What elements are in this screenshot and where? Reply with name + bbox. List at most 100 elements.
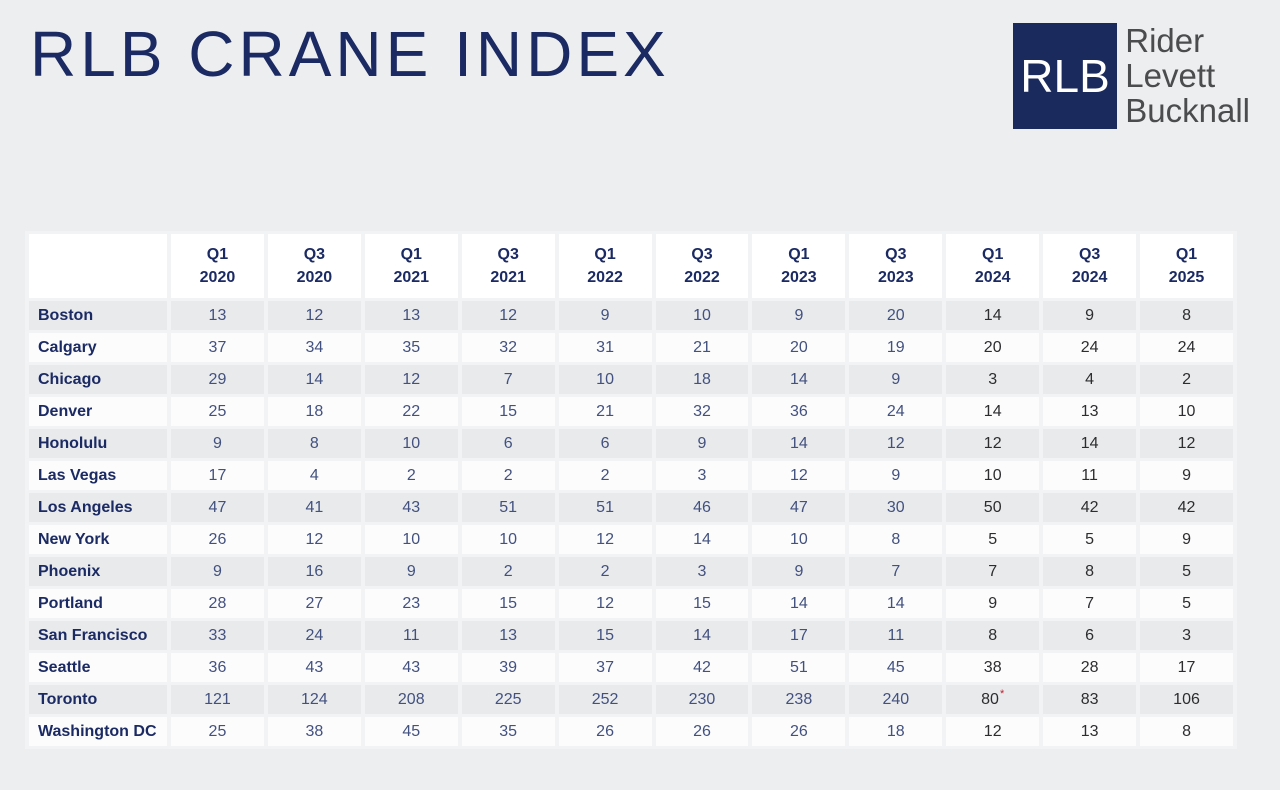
value-cell: 17 — [1140, 653, 1233, 682]
city-cell: Las Vegas — [29, 461, 167, 490]
value-cell: 9 — [849, 365, 943, 394]
column-header: Q1 2021 — [364, 234, 458, 298]
value-cell: 12 — [267, 301, 361, 330]
value-cell: 10 — [558, 365, 652, 394]
value-cell: 21 — [655, 333, 749, 362]
table-row: Honolulu 9 8 10 6 6 9 14 12 12 14 12 — [29, 429, 1233, 458]
value-cell: 17 — [171, 461, 264, 490]
value-cell: 3 — [655, 461, 749, 490]
value-cell: 12 — [752, 461, 846, 490]
value-cell: 25 — [171, 397, 264, 426]
value-cell: 42 — [1043, 493, 1137, 522]
city-cell: Portland — [29, 589, 167, 618]
value-cell: 10 — [364, 429, 458, 458]
value-cell: 28 — [1043, 653, 1137, 682]
city-cell: New York — [29, 525, 167, 554]
value-cell: 13 — [171, 301, 264, 330]
value-cell: 12 — [1140, 429, 1233, 458]
value-cell: 14 — [267, 365, 361, 394]
value-cell: 14 — [655, 525, 749, 554]
value-cell: 15 — [655, 589, 749, 618]
value-cell: 35 — [364, 333, 458, 362]
table-row: Phoenix 9 16 9 2 2 3 9 7 7 8 5 — [29, 557, 1233, 586]
value-cell: 12 — [461, 301, 555, 330]
table-row: Toronto 121 124 208 225 252 230 238 240 80* 83 106 — [29, 685, 1233, 714]
value-cell: 7 — [461, 365, 555, 394]
value-cell: 238 — [752, 685, 846, 714]
value-cell: 9 — [849, 461, 943, 490]
value-cell: 13 — [364, 301, 458, 330]
value-cell: 5 — [1043, 525, 1137, 554]
value-cell: 26 — [655, 717, 749, 746]
value-cell: 9 — [171, 557, 264, 586]
column-header: Q1 2024 — [946, 234, 1040, 298]
value-cell: 9 — [1140, 525, 1233, 554]
value-cell: 80* — [946, 685, 1040, 714]
value-cell: 3 — [655, 557, 749, 586]
value-cell: 11 — [1043, 461, 1137, 490]
value-cell: 19 — [849, 333, 943, 362]
city-cell: Calgary — [29, 333, 167, 362]
value-cell: 9 — [655, 429, 749, 458]
value-cell: 10 — [752, 525, 846, 554]
value-cell: 26 — [558, 717, 652, 746]
value-cell: 13 — [1043, 397, 1137, 426]
value-cell: 8 — [267, 429, 361, 458]
value-cell: 47 — [171, 493, 264, 522]
city-cell: Phoenix — [29, 557, 167, 586]
value-cell: 9 — [171, 429, 264, 458]
value-cell: 10 — [364, 525, 458, 554]
value-cell: 43 — [364, 653, 458, 682]
table-row: Denver 25 18 22 15 21 32 36 24 14 13 10 — [29, 397, 1233, 426]
value-cell: 208 — [364, 685, 458, 714]
value-cell: 14 — [946, 301, 1040, 330]
value-cell: 3 — [946, 365, 1040, 394]
city-cell: Honolulu — [29, 429, 167, 458]
column-header: Q3 2022 — [655, 234, 749, 298]
value-cell: 252 — [558, 685, 652, 714]
value-cell: 12 — [849, 429, 943, 458]
value-cell: 20 — [946, 333, 1040, 362]
value-cell: 43 — [267, 653, 361, 682]
value-cell: 106 — [1140, 685, 1233, 714]
value-cell: 31 — [558, 333, 652, 362]
value-cell: 13 — [461, 621, 555, 650]
page-header: RLB CRANE INDEX RLB Rider Levett Bucknal… — [0, 0, 1280, 129]
value-cell: 7 — [1043, 589, 1137, 618]
value-cell: 24 — [1140, 333, 1233, 362]
table-row: Portland 28 27 23 15 12 15 14 14 9 7 5 — [29, 589, 1233, 618]
value-cell: 11 — [364, 621, 458, 650]
value-cell: 24 — [1043, 333, 1137, 362]
value-cell: 3 — [1140, 621, 1233, 650]
value-cell: 42 — [655, 653, 749, 682]
value-cell: 51 — [558, 493, 652, 522]
value-cell: 51 — [461, 493, 555, 522]
city-cell: Chicago — [29, 365, 167, 394]
value-cell: 2 — [364, 461, 458, 490]
value-cell: 18 — [849, 717, 943, 746]
value-cell: 11 — [849, 621, 943, 650]
column-header: Q3 2021 — [461, 234, 555, 298]
value-cell: 8 — [1140, 717, 1233, 746]
value-cell: 10 — [461, 525, 555, 554]
rlb-logo-box: RLB — [1013, 23, 1118, 129]
value-cell: 15 — [461, 589, 555, 618]
value-cell: 25 — [171, 717, 264, 746]
value-cell: 124 — [267, 685, 361, 714]
value-cell: 8 — [946, 621, 1040, 650]
value-cell: 15 — [461, 397, 555, 426]
value-cell: 28 — [171, 589, 264, 618]
value-cell: 8 — [849, 525, 943, 554]
value-cell: 18 — [655, 365, 749, 394]
table-row: Calgary 37 34 35 32 31 21 20 19 20 24 24 — [29, 333, 1233, 362]
value-cell: 6 — [558, 429, 652, 458]
value-cell: 33 — [171, 621, 264, 650]
value-cell: 5 — [946, 525, 1040, 554]
column-header: Q1 2023 — [752, 234, 846, 298]
table-row: Washington DC 25 38 45 35 26 26 26 18 12 13 8 — [29, 717, 1233, 746]
value-cell: 7 — [849, 557, 943, 586]
value-cell: 12 — [364, 365, 458, 394]
value-cell: 6 — [1043, 621, 1137, 650]
value-cell: 18 — [267, 397, 361, 426]
value-cell: 7 — [946, 557, 1040, 586]
